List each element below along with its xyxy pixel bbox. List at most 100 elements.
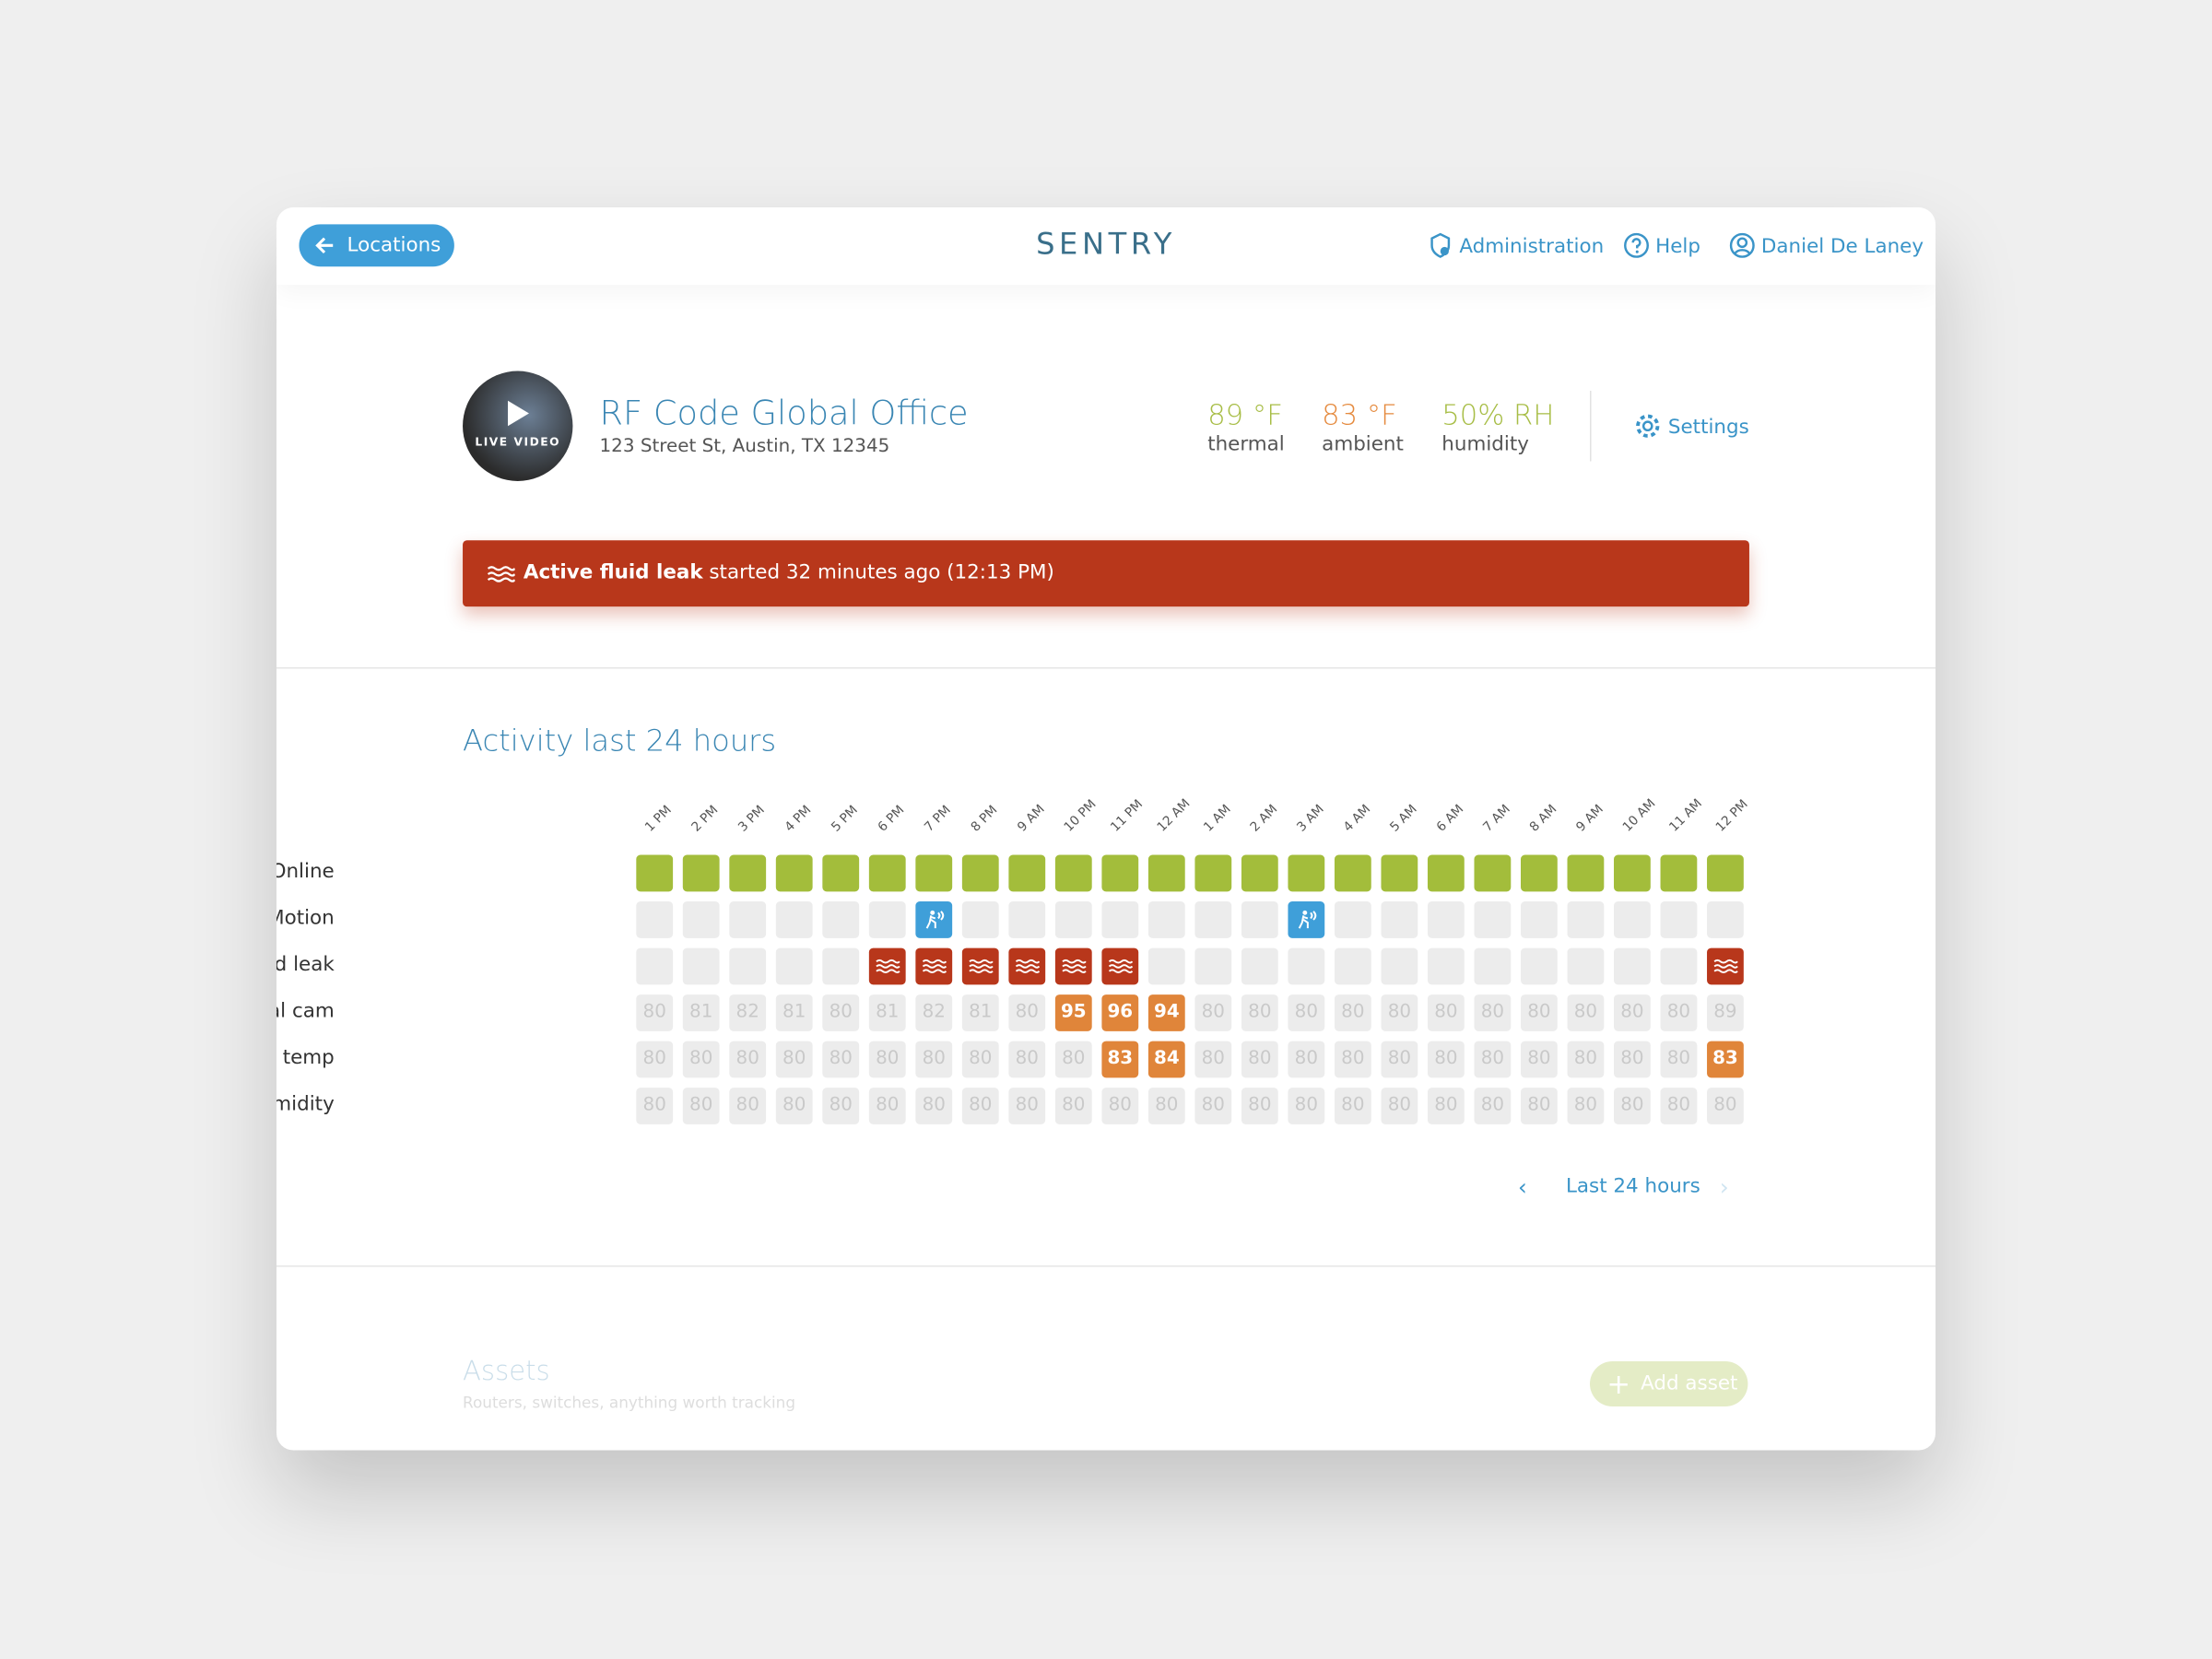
activity-cell xyxy=(1614,901,1651,938)
activity-cell xyxy=(729,901,767,938)
activity-cell: 80 xyxy=(729,1041,767,1078)
activity-cell xyxy=(1147,901,1185,938)
activity-cell: 80 xyxy=(636,1041,674,1078)
hour-label: 8 PM xyxy=(969,803,1001,836)
activity-cell xyxy=(1474,854,1512,892)
settings-link[interactable]: Settings xyxy=(1633,412,1749,441)
activity-cell xyxy=(1334,947,1371,985)
activity-cell xyxy=(1101,947,1139,985)
leak-icon xyxy=(1015,959,1041,974)
hour-label: 12 PM xyxy=(1713,797,1752,836)
activity-cell xyxy=(636,901,674,938)
hour-label: 3 AM xyxy=(1294,802,1328,836)
stat-label: thermal xyxy=(1207,432,1285,456)
activity-cell: 83 xyxy=(1707,1041,1744,1078)
activity-cell: 80 xyxy=(961,1041,999,1078)
nav-user[interactable]: Daniel De Laney xyxy=(1729,232,1924,258)
add-asset-button[interactable]: + Add asset xyxy=(1589,1361,1748,1407)
cell-value: 80 xyxy=(829,1001,853,1023)
activity-cell: 80 xyxy=(1334,1088,1371,1124)
card: Locations SENTRY Administration Help Dan… xyxy=(276,206,1936,1451)
activity-cell xyxy=(1241,947,1278,985)
activity-cell: 80 xyxy=(636,1088,674,1124)
cell-value: 80 xyxy=(1480,1001,1505,1023)
separator xyxy=(276,666,1936,669)
cell-value: 80 xyxy=(1201,1094,1225,1116)
live-video[interactable]: LIVE VIDEO xyxy=(463,371,573,481)
cell-value: 80 xyxy=(1294,1001,1318,1023)
activity-cell: 80 xyxy=(1288,994,1325,1031)
cell-value: 80 xyxy=(642,1001,666,1023)
activity-cell xyxy=(1288,901,1325,938)
activity-cell xyxy=(1054,947,1092,985)
activity-cell xyxy=(868,901,906,938)
activity-cell xyxy=(682,901,720,938)
back-button[interactable]: Locations xyxy=(299,224,454,267)
cell-value: 81 xyxy=(782,1001,806,1023)
cell-value: 80 xyxy=(922,1048,946,1070)
leak-icon xyxy=(1713,959,1738,974)
cell-value: 80 xyxy=(922,1094,946,1116)
activity-cell: 96 xyxy=(1101,994,1139,1031)
activity-cell: 80 xyxy=(1474,1041,1512,1078)
activity-cell: 80 xyxy=(915,1088,953,1124)
back-label: Locations xyxy=(347,234,441,257)
prev-button[interactable]: ‹ xyxy=(1517,1173,1527,1201)
cell-value: 81 xyxy=(689,1001,713,1023)
activity-cell xyxy=(636,947,674,985)
activity-cell xyxy=(1334,901,1371,938)
cell-value: 80 xyxy=(642,1048,666,1070)
cell-value: 80 xyxy=(782,1094,806,1116)
alert-rest: started 32 minutes ago (12:13 PM) xyxy=(702,561,1054,584)
row-label: Thermal cam xyxy=(276,1000,335,1023)
activity-cell: 80 xyxy=(1520,994,1558,1031)
activity-cell: 80 xyxy=(1381,1088,1418,1124)
cell-value: 80 xyxy=(1248,1048,1272,1070)
cell-value: 80 xyxy=(1015,1001,1039,1023)
cell-value: 80 xyxy=(1387,1001,1412,1023)
row-label: Humidity xyxy=(276,1093,335,1116)
activity-cell: 80 xyxy=(1101,1088,1139,1124)
hour-label: 2 PM xyxy=(689,803,722,836)
activity-cell xyxy=(775,947,813,985)
leak-icon xyxy=(1108,959,1134,974)
cell-value: 80 xyxy=(1248,1001,1272,1023)
cell-value: 80 xyxy=(1062,1048,1086,1070)
stat-value: 89 °F xyxy=(1207,397,1283,432)
activity-cell: 80 xyxy=(1567,1041,1605,1078)
hour-label: 8 AM xyxy=(1527,802,1560,836)
divider xyxy=(1589,390,1592,462)
activity-cell xyxy=(1660,947,1698,985)
activity-cell: 80 xyxy=(1241,1041,1278,1078)
video-label: LIVE VIDEO xyxy=(475,435,561,449)
activity-cell xyxy=(1427,901,1465,938)
motion-icon xyxy=(925,910,945,929)
nav-help[interactable]: Help xyxy=(1624,232,1700,258)
activity-cell xyxy=(1567,947,1605,985)
activity-cell: 89 xyxy=(1707,994,1744,1031)
cell-value: 80 xyxy=(1573,1094,1598,1116)
activity-cell xyxy=(1427,947,1465,985)
activity-cell xyxy=(868,947,906,985)
cell-value: 80 xyxy=(1015,1048,1039,1070)
cell-value: 80 xyxy=(1666,1001,1691,1023)
add-asset-label: Add asset xyxy=(1641,1372,1738,1395)
activity-cell xyxy=(1474,901,1512,938)
cell-value: 80 xyxy=(1062,1094,1086,1116)
activity-cell xyxy=(1101,901,1139,938)
cell-value: 80 xyxy=(1573,1048,1598,1070)
activity-cell: 80 xyxy=(822,1041,860,1078)
cell-value: 80 xyxy=(1248,1094,1272,1116)
activity-cell xyxy=(915,901,953,938)
nav-admin[interactable]: Administration xyxy=(1428,232,1604,258)
cell-value: 80 xyxy=(1666,1094,1691,1116)
cell-value: 80 xyxy=(1666,1048,1691,1070)
plus-icon: + xyxy=(1606,1367,1631,1401)
cell-value: 80 xyxy=(689,1048,713,1070)
activity-cell xyxy=(1520,947,1558,985)
activity-cell: 80 xyxy=(775,1088,813,1124)
next-button[interactable]: › xyxy=(1719,1173,1729,1201)
activity-cell: 80 xyxy=(1194,1041,1232,1078)
cell-value: 80 xyxy=(1620,1094,1644,1116)
